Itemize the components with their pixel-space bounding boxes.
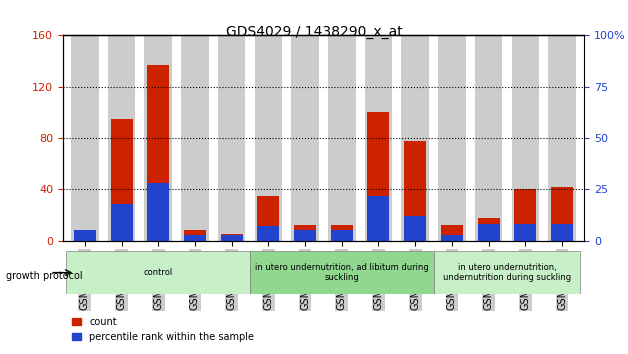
Bar bbox=[441, 225, 463, 241]
Bar bbox=[111, 119, 133, 241]
Bar bbox=[438, 35, 465, 241]
Bar bbox=[367, 195, 389, 241]
Bar bbox=[477, 224, 500, 241]
Bar bbox=[404, 216, 426, 241]
Bar bbox=[111, 204, 133, 241]
Bar bbox=[404, 141, 426, 241]
Bar bbox=[257, 226, 279, 241]
Bar bbox=[74, 230, 96, 241]
Legend: count, percentile rank within the sample: count, percentile rank within the sample bbox=[68, 313, 258, 346]
Bar bbox=[220, 235, 242, 241]
Bar bbox=[218, 35, 246, 241]
Bar bbox=[181, 35, 208, 241]
Bar bbox=[147, 183, 170, 241]
Bar bbox=[184, 230, 206, 241]
Bar bbox=[291, 35, 319, 241]
Text: in utero undernutrition, ad libitum during
suckling: in utero undernutrition, ad libitum duri… bbox=[255, 263, 429, 282]
Text: GDS4029 / 1438290_x_at: GDS4029 / 1438290_x_at bbox=[225, 25, 403, 39]
FancyBboxPatch shape bbox=[250, 251, 433, 294]
Bar bbox=[551, 224, 573, 241]
Bar bbox=[512, 35, 539, 241]
Bar bbox=[365, 35, 392, 241]
Bar bbox=[514, 189, 536, 241]
Bar bbox=[551, 187, 573, 241]
Bar bbox=[220, 234, 242, 241]
Bar bbox=[331, 225, 353, 241]
Bar bbox=[254, 35, 282, 241]
Bar bbox=[331, 230, 353, 241]
Bar bbox=[328, 35, 355, 241]
Text: growth protocol: growth protocol bbox=[6, 271, 83, 281]
Bar bbox=[294, 225, 316, 241]
Bar bbox=[108, 35, 135, 241]
Bar bbox=[441, 235, 463, 241]
Bar bbox=[477, 218, 500, 241]
Bar bbox=[548, 35, 576, 241]
Bar bbox=[294, 230, 316, 241]
Bar bbox=[367, 113, 389, 241]
Bar bbox=[144, 35, 172, 241]
Bar bbox=[475, 35, 502, 241]
Bar bbox=[401, 35, 429, 241]
Bar bbox=[184, 235, 206, 241]
FancyBboxPatch shape bbox=[433, 251, 580, 294]
Text: control: control bbox=[144, 268, 173, 277]
Text: in utero undernutrition,
undernutrition during suckling: in utero undernutrition, undernutrition … bbox=[443, 263, 571, 282]
FancyBboxPatch shape bbox=[67, 251, 250, 294]
Bar bbox=[257, 196, 279, 241]
Bar bbox=[514, 224, 536, 241]
Bar bbox=[147, 65, 170, 241]
Bar bbox=[71, 35, 99, 241]
Bar bbox=[74, 230, 96, 241]
